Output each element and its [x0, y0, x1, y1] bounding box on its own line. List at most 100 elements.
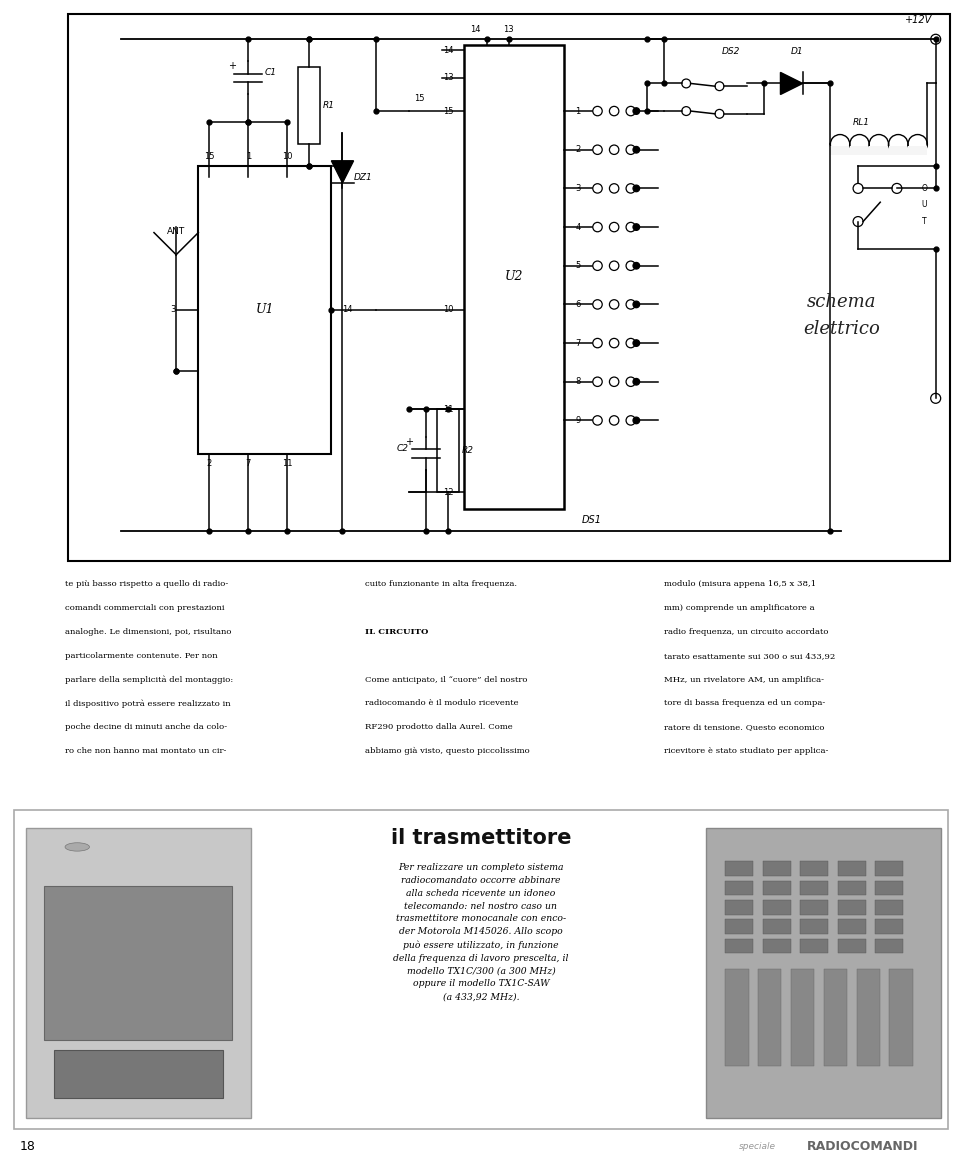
Text: 14: 14 [343, 306, 353, 314]
Bar [838, 920, 866, 934]
Text: 7: 7 [246, 459, 251, 468]
Text: R1: R1 [324, 101, 335, 110]
Text: poche decine di minuti anche da colo-: poche decine di minuti anche da colo- [65, 723, 228, 732]
Bar [707, 828, 941, 1118]
Text: 9: 9 [575, 416, 581, 424]
Text: 15: 15 [415, 94, 425, 102]
Text: 3: 3 [575, 184, 581, 193]
Text: 12: 12 [443, 487, 453, 497]
Bar [299, 66, 321, 144]
Text: modulo (misura appena 16,5 x 38,1: modulo (misura appena 16,5 x 38,1 [664, 580, 816, 588]
Text: 11: 11 [443, 405, 453, 414]
Circle shape [633, 301, 639, 308]
Text: 10: 10 [282, 152, 292, 160]
Text: +: + [228, 62, 235, 71]
Text: T: T [923, 217, 927, 226]
Text: ro che non hanno mai montato un cir-: ro che non hanno mai montato un cir- [65, 747, 227, 755]
Bar [801, 862, 828, 876]
Bar [725, 880, 754, 896]
Text: 2: 2 [575, 145, 581, 155]
Text: il dispositivo potrà essere realizzato in: il dispositivo potrà essere realizzato … [65, 699, 231, 708]
Text: IL CIRCUITO: IL CIRCUITO [365, 628, 428, 636]
Bar [850, 145, 869, 156]
Bar [762, 920, 791, 934]
Bar [762, 862, 791, 876]
Text: 13: 13 [503, 24, 515, 34]
Bar [762, 939, 791, 954]
Bar [801, 900, 828, 914]
Text: 1: 1 [246, 152, 251, 160]
Circle shape [633, 418, 639, 423]
Polygon shape [780, 72, 803, 94]
Text: 8: 8 [575, 377, 581, 386]
Bar [824, 970, 847, 1066]
Text: MINIATURA: MINIATURA [25, 240, 40, 336]
Text: 15: 15 [443, 107, 453, 115]
Text: RF290 prodotto dalla Aurel. Come: RF290 prodotto dalla Aurel. Come [365, 723, 513, 732]
Text: +: + [405, 437, 413, 447]
Bar [762, 880, 791, 896]
Text: 1: 1 [575, 107, 581, 115]
Text: radiocomando è il modulo ricevente: radiocomando è il modulo ricevente [365, 699, 518, 707]
Text: tarato esattamente sui 300 o sui 433,92: tarato esattamente sui 300 o sui 433,92 [664, 651, 835, 659]
Bar [838, 862, 866, 876]
Text: R2: R2 [462, 447, 473, 455]
Text: C2: C2 [397, 443, 409, 452]
Text: parlare della semplicità del montaggio:: parlare della semplicità del montaggio: [65, 676, 233, 684]
Text: analoghe. Le dimensioni, poi, risultano: analoghe. Le dimensioni, poi, risultano [65, 628, 231, 636]
Text: il trasmettitore: il trasmettitore [391, 828, 571, 848]
Text: U1: U1 [255, 304, 275, 316]
Text: RADIOCOMANDI: RADIOCOMANDI [806, 1140, 918, 1154]
Bar [830, 145, 850, 156]
Circle shape [633, 263, 639, 269]
Text: ricevitore è stato studiato per applica-: ricevitore è stato studiato per applica- [664, 747, 828, 755]
Bar [758, 970, 781, 1066]
Text: ANT: ANT [167, 227, 185, 236]
Circle shape [65, 843, 89, 851]
Bar [876, 920, 903, 934]
Circle shape [633, 223, 639, 230]
Bar [889, 970, 913, 1066]
Bar [725, 900, 754, 914]
Text: U2: U2 [505, 270, 523, 284]
Bar [838, 880, 866, 896]
Text: 10: 10 [443, 306, 453, 314]
Text: RL1: RL1 [852, 117, 870, 127]
Text: Per realizzare un completo sistema
radiocomandato occorre abbinare
alla scheda r: Per realizzare un completo sistema radio… [394, 863, 568, 1001]
Bar [838, 939, 866, 954]
Text: DS1: DS1 [582, 515, 602, 525]
Text: 13: 13 [443, 73, 453, 83]
Bar [791, 970, 814, 1066]
Text: U: U [922, 200, 927, 209]
Bar [725, 920, 754, 934]
Text: C1: C1 [265, 67, 276, 77]
Circle shape [633, 340, 639, 347]
Bar [876, 880, 903, 896]
Bar [856, 970, 880, 1066]
Text: tore di bassa frequenza ed un compa-: tore di bassa frequenza ed un compa- [664, 699, 826, 707]
Bar [54, 1050, 223, 1098]
Text: DS2: DS2 [721, 47, 740, 56]
Bar [725, 970, 749, 1066]
Text: 14: 14 [470, 24, 481, 34]
Text: radio frequenza, un circuito accordato: radio frequenza, un circuito accordato [664, 628, 828, 636]
Bar [801, 920, 828, 934]
Text: ratore di tensione. Questo economico: ratore di tensione. Questo economico [664, 723, 825, 732]
Circle shape [633, 108, 639, 114]
Text: 15: 15 [204, 152, 215, 160]
Text: 14: 14 [443, 45, 453, 55]
Text: schema
elettrico: schema elettrico [803, 293, 880, 337]
Text: +12V: +12V [905, 15, 933, 26]
Circle shape [633, 378, 639, 385]
Text: 7: 7 [575, 338, 581, 348]
Text: particolarmente contenute. Per non: particolarmente contenute. Per non [65, 651, 218, 659]
Bar [889, 145, 908, 156]
Bar [908, 145, 927, 156]
Text: cuito funzionante in alta frequenza.: cuito funzionante in alta frequenza. [365, 580, 516, 588]
Text: Come anticipato, il “cuore” del nostro: Come anticipato, il “cuore” del nostro [365, 676, 527, 684]
Bar [876, 862, 903, 876]
Bar [26, 828, 251, 1118]
Text: 3: 3 [171, 306, 177, 314]
Text: 18: 18 [19, 1140, 36, 1154]
Text: 4: 4 [575, 222, 581, 231]
